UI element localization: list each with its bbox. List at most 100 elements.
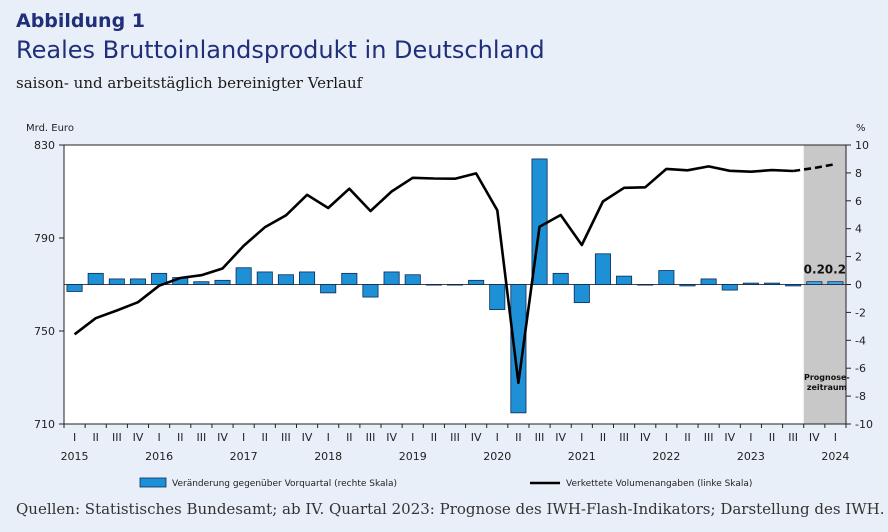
- quarter-label: II: [92, 431, 99, 444]
- quarter-label: III: [112, 431, 122, 444]
- quarter-label: IV: [471, 431, 482, 444]
- quarter-label: IV: [386, 431, 397, 444]
- year-label: 2017: [230, 450, 258, 463]
- left-tick-label: 710: [34, 418, 55, 431]
- bar-2: [108, 278, 125, 285]
- quarter-label: I: [73, 431, 76, 444]
- quarter-label: IV: [809, 431, 820, 444]
- year-label: 2015: [61, 450, 89, 463]
- quarter-label: III: [704, 431, 714, 444]
- bar-9: [256, 271, 273, 285]
- bar-20: [489, 284, 506, 311]
- volume-line: [73, 165, 794, 385]
- year-label: 2022: [652, 450, 680, 463]
- bar-34: [785, 284, 802, 287]
- forecast-label: Prognose-: [804, 373, 850, 382]
- year-label: 2023: [737, 450, 765, 463]
- quarter-label: II: [177, 431, 184, 444]
- volume-line-forecast: [793, 162, 836, 173]
- quarter-label: IV: [555, 431, 566, 444]
- bar-23: [552, 272, 569, 285]
- forecast-label: zeitraum: [807, 383, 847, 392]
- quarter-label: I: [496, 431, 499, 444]
- right-tick-label: -8: [855, 390, 866, 403]
- bar-0: [66, 284, 83, 292]
- bar-3: [129, 278, 146, 285]
- quarter-label: IV: [640, 431, 651, 444]
- legend-line-label: Verkettete Volumenangaben (linke Skala): [566, 479, 752, 489]
- bar-12: [320, 284, 337, 294]
- chart-subtitle: saison- und arbeitstäglich bereinigter V…: [16, 74, 363, 92]
- year-label: 2024: [821, 450, 849, 463]
- quarter-label: IV: [217, 431, 228, 444]
- bar-10: [277, 274, 294, 285]
- quarter-label: I: [834, 431, 837, 444]
- right-tick-label: 8: [855, 167, 862, 180]
- quarter-label: I: [749, 431, 752, 444]
- legend-bar-swatch: [139, 477, 167, 488]
- bar-24: [573, 284, 590, 304]
- left-tick-label: 750: [34, 325, 55, 338]
- right-tick-label: -2: [855, 306, 866, 319]
- bar-27: [637, 284, 654, 286]
- year-label: 2019: [399, 450, 427, 463]
- bar-29: [679, 284, 696, 287]
- left-axis-unit: Mrd. Euro: [26, 123, 74, 134]
- quarter-label: I: [411, 431, 414, 444]
- bar-19: [468, 279, 485, 285]
- left-tick-label: 830: [34, 139, 55, 152]
- year-label: 2021: [568, 450, 596, 463]
- right-tick-label: 0: [855, 279, 862, 292]
- bar-18: [446, 284, 464, 286]
- left-tick-label: 790: [34, 232, 55, 245]
- quarter-label: II: [515, 431, 522, 444]
- right-tick-label: -6: [855, 362, 866, 375]
- bar-33: [764, 282, 781, 285]
- bar-13: [341, 272, 358, 285]
- right-tick-label: -10: [855, 418, 873, 431]
- bar-15: [383, 271, 400, 285]
- right-tick-label: -4: [855, 334, 866, 347]
- quarter-label: II: [346, 431, 353, 444]
- data-label: 0.2: [804, 263, 825, 277]
- year-label: 2018: [314, 450, 342, 463]
- source-note: Quellen: Statistisches Bundesamt; ab IV.…: [16, 500, 885, 518]
- bar-11: [299, 271, 316, 285]
- right-tick-label: 10: [855, 139, 869, 152]
- quarter-label: III: [535, 431, 545, 444]
- quarter-label: I: [327, 431, 330, 444]
- quarter-label: III: [619, 431, 629, 444]
- bar-32: [742, 282, 759, 285]
- bar-26: [616, 275, 633, 285]
- right-tick-label: 6: [855, 195, 862, 208]
- bar-25: [594, 253, 611, 285]
- quarter-label: I: [580, 431, 583, 444]
- bar-28: [658, 270, 675, 285]
- bar-35: [806, 281, 823, 285]
- quarter-label: IV: [724, 431, 735, 444]
- year-label: 2016: [145, 450, 173, 463]
- quarter-label: II: [262, 431, 269, 444]
- quarter-label: I: [665, 431, 668, 444]
- quarter-label: IV: [302, 431, 313, 444]
- right-tick-label: 2: [855, 251, 862, 264]
- quarter-label: II: [431, 431, 438, 444]
- quarter-label: III: [788, 431, 798, 444]
- quarter-label: II: [684, 431, 691, 444]
- figure-label: Abbildung 1: [16, 10, 146, 32]
- right-tick-label: 4: [855, 223, 862, 236]
- quarter-label: III: [197, 431, 207, 444]
- quarter-label: III: [366, 431, 376, 444]
- chart-title: Reales Bruttoinlandsprodukt in Deutschla…: [16, 36, 545, 64]
- bar-36: [827, 281, 844, 285]
- bar-6: [193, 281, 210, 285]
- quarter-label: I: [242, 431, 245, 444]
- data-label: 0.2: [825, 263, 846, 277]
- year-label: 2020: [483, 450, 511, 463]
- bar-14: [362, 284, 379, 298]
- bar-16: [404, 274, 421, 285]
- bar-8: [235, 267, 252, 285]
- quarter-label: III: [450, 431, 460, 444]
- quarter-label: IV: [133, 431, 144, 444]
